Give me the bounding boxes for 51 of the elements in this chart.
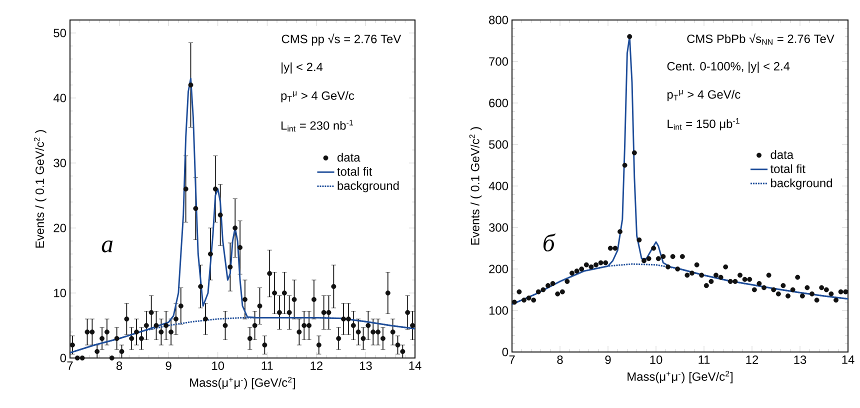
legend-label: data [337, 152, 360, 162]
y-tick-label: 0 [60, 354, 66, 362]
y-tick-label: 100 [489, 306, 508, 315]
x-tick-label: 9 [166, 362, 172, 370]
x-tick-label: 10 [212, 362, 224, 370]
annotation: p$_{T}$$^{μ}$ > 4 GeV/c [281, 91, 354, 102]
x-tick-label: 13 [360, 362, 372, 370]
x-tick-label: 11 [262, 362, 273, 370]
x-tick-label: 9 [605, 356, 611, 364]
annotation: p$_{T}$$^{μ}$ > 4 GeV/c [667, 90, 740, 102]
x-axis-title: Mass(μ$^{+}$μ$^{-}$) [GeV/c$^{2}$] [190, 376, 296, 390]
y-tick-label: 600 [489, 98, 508, 108]
annotation: CMS pp √s = 2.76 TeV [282, 34, 402, 46]
y-tick-label: 700 [489, 57, 508, 66]
x-tick-label: 14 [409, 362, 422, 370]
annotation: a [102, 240, 113, 252]
y-tick-label: 500 [489, 140, 508, 149]
y-tick-label: 20 [54, 224, 66, 232]
x-tick-label: 13 [794, 356, 806, 364]
y-tick-label: 400 [488, 182, 508, 190]
y-axis-title: Events / ( 0.1 GeV/c$^{2}$ ) [34, 130, 46, 248]
x-tick-label: 12 [310, 362, 322, 370]
legend-label: background [771, 178, 832, 190]
legend-label: data [770, 150, 794, 159]
x-tick-label: 10 [650, 356, 662, 364]
annotation: CMS PbPb √s$_{NN}$ = 2.76 TeV [687, 33, 834, 45]
x-tick-label: 14 [842, 356, 854, 364]
x-tick-label: 11 [698, 356, 710, 364]
annotation: L$_{int}$ = 230 nb$^{-1}$ [282, 120, 353, 132]
y-axis-title: Events / ( 0.1 GeV/c$^{2}$ ) [469, 127, 482, 245]
x-tick-label: 8 [116, 362, 122, 370]
x-axis-title: Mass(μ$^{+}$μ$^{-}$) [GeV/c$^{2}$] [628, 370, 733, 384]
y-tick-label: 300 [488, 223, 508, 232]
y-tick-label: 0 [502, 348, 508, 356]
x-tick-label: 12 [746, 356, 758, 364]
legend-label: total fit [337, 167, 372, 176]
annotation: б [544, 233, 556, 252]
annotation: Cent. 0-100%, |y| < 2.4 [667, 62, 790, 73]
y-tick-label: 30 [54, 158, 66, 168]
x-tick-label: 7 [509, 356, 515, 364]
y-tick-label: 200 [489, 264, 508, 274]
legend-label: background [338, 181, 399, 192]
x-tick-label: 8 [557, 356, 563, 364]
y-tick-label: 40 [53, 94, 66, 102]
legend-label: total fit [770, 164, 806, 174]
y-tick-label: 10 [54, 288, 66, 298]
annotation: |y| < 2.4 [282, 62, 323, 74]
annotation: L$_{int}$ = 150 μb$^{-1}$ [668, 118, 740, 130]
x-tick-label: 7 [67, 362, 73, 370]
y-tick-label: 50 [54, 28, 66, 38]
y-tick-label: 800 [489, 16, 508, 24]
